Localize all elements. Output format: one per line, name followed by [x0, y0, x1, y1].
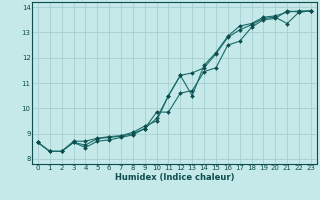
X-axis label: Humidex (Indice chaleur): Humidex (Indice chaleur): [115, 173, 234, 182]
